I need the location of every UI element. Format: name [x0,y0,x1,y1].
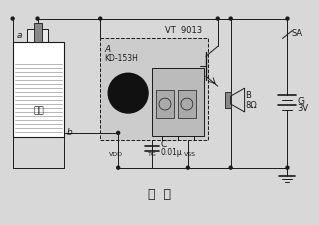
Circle shape [186,166,189,169]
Bar [26,29,48,43]
Text: TG: TG [148,152,156,157]
Text: VDD: VDD [109,152,123,157]
Text: VSS: VSS [184,152,196,157]
Circle shape [216,17,219,20]
Circle shape [117,131,120,134]
Text: B: B [246,91,251,100]
Circle shape [99,17,102,20]
Circle shape [108,73,148,113]
Circle shape [229,166,232,169]
Text: KD-153H: KD-153H [104,54,138,63]
Text: 3V: 3V [297,104,308,112]
Circle shape [11,17,14,20]
Circle shape [36,17,39,20]
Text: b: b [66,128,72,137]
Text: VT  9013: VT 9013 [165,26,202,35]
Bar [152,68,204,136]
Bar [156,90,174,118]
Circle shape [229,17,232,20]
Bar [100,38,208,140]
Text: a: a [17,31,23,40]
Circle shape [286,17,289,20]
Text: 水箱: 水箱 [33,106,44,115]
Bar [225,92,231,108]
Circle shape [117,166,120,169]
Bar [178,90,196,118]
Text: SA: SA [292,29,302,38]
Circle shape [286,166,289,169]
Text: 0.01μ: 0.01μ [161,148,183,157]
Text: A: A [104,45,110,54]
Text: 附  图: 附 图 [147,188,170,201]
Text: 8Ω: 8Ω [246,101,257,110]
Text: G: G [297,97,304,106]
Bar [33,22,41,43]
Bar [13,43,64,137]
Text: C: C [161,140,167,149]
